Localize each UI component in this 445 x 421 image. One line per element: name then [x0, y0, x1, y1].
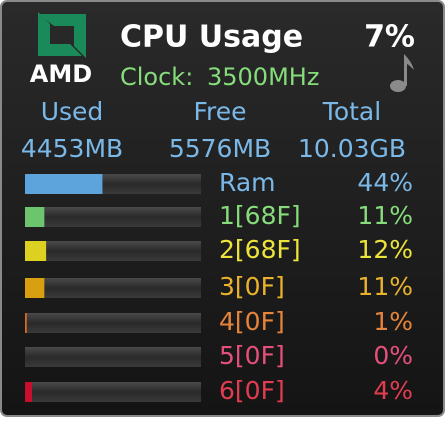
bar-track [25, 207, 201, 227]
row-value: 44% [357, 168, 413, 197]
row-value: 0% [373, 341, 413, 370]
bar-fill [25, 241, 47, 261]
memory-value: 10.03GB [298, 134, 406, 163]
bar-track [25, 382, 201, 402]
title: CPU Usage [120, 20, 303, 55]
logo-text: AMD [30, 60, 92, 88]
bar-fill [25, 207, 45, 227]
clock-value: 3500MHz [207, 63, 319, 91]
bar-track [25, 278, 201, 298]
memory-value: 4453MB [21, 134, 123, 163]
row-value: 1% [373, 307, 413, 336]
music-icon [390, 54, 414, 92]
bar-fill [25, 382, 33, 402]
row-label: 2[68F] [219, 235, 301, 264]
row-label: 4[0F] [219, 307, 285, 336]
memory-label: Used [41, 97, 104, 126]
bar-track [25, 241, 201, 261]
bar-track [25, 313, 201, 333]
amd-logo: AMD [30, 12, 92, 88]
row-value: 4% [373, 376, 413, 405]
row-label: 5[0F] [219, 341, 285, 370]
memory-value: 5576MB [169, 134, 271, 163]
row-label: 6[0F] [219, 376, 285, 405]
row-value: 11% [357, 272, 413, 301]
row-label: Ram [219, 168, 276, 197]
total-usage: 7% [364, 20, 415, 55]
row-value: 11% [357, 201, 413, 230]
row-label: 3[0F] [219, 272, 285, 301]
memory-label: Total [322, 97, 381, 126]
bar-fill [25, 313, 27, 333]
memory-label: Free [193, 97, 246, 126]
bar-fill [25, 174, 103, 194]
row-label: 1[68F] [219, 201, 301, 230]
bar-fill [25, 278, 45, 298]
row-value: 12% [357, 235, 413, 264]
clock-label: Clock: [120, 63, 193, 91]
bar-track [25, 347, 201, 367]
